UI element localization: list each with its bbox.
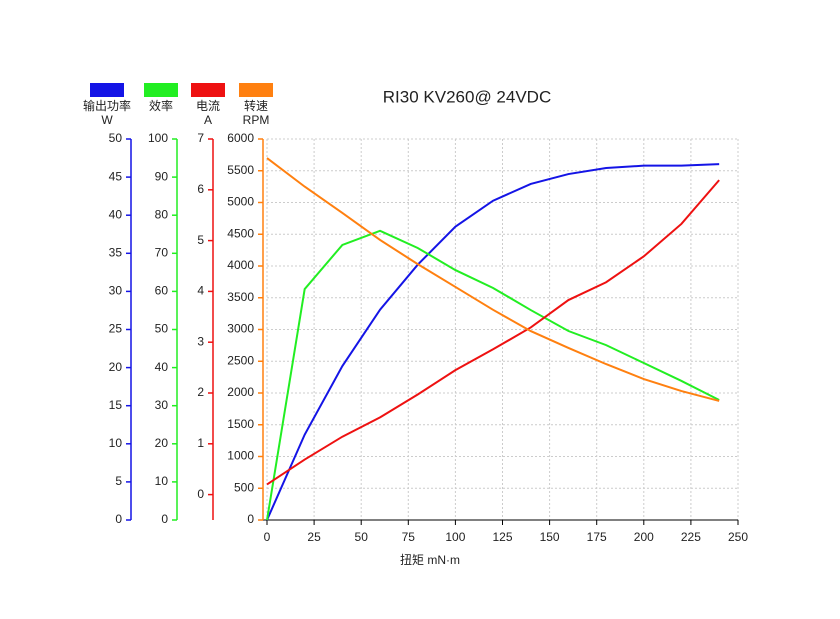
x-tick-label: 175: [587, 530, 607, 544]
y-tick-label: 70: [155, 245, 169, 259]
y-tick-label: 10: [109, 436, 123, 450]
chart-title: RI30 KV260@ 24VDC: [383, 87, 551, 106]
legend-unit: RPM: [243, 113, 270, 127]
y-tick-label: 30: [155, 398, 169, 412]
legend-label: 效率: [149, 98, 173, 113]
y-tick-label: 15: [109, 398, 123, 412]
y-tick-label: 50: [155, 322, 169, 336]
y-tick-label: 4500: [227, 226, 254, 240]
x-tick-label: 125: [492, 530, 512, 544]
y-tick-label: 1: [197, 436, 204, 450]
y-tick-label: 3: [197, 334, 204, 348]
x-tick-label: 250: [728, 530, 748, 544]
legend-label: 转速: [244, 98, 268, 113]
series-line: [266, 157, 720, 402]
series-line: [266, 163, 720, 521]
y-tick-label: 20: [155, 436, 169, 450]
y-tick-label: 100: [148, 131, 168, 145]
y-tick-label: 90: [155, 169, 169, 183]
y-tick-label: 2500: [227, 353, 254, 367]
x-tick-label: 100: [445, 530, 465, 544]
y-tick-label: 80: [155, 207, 169, 221]
x-tick-label: 50: [355, 530, 369, 544]
y-tick-label: 6000: [227, 131, 254, 145]
y-tick-label: 2: [197, 385, 204, 399]
y-tick-label: 5500: [227, 163, 254, 177]
y-tick-label: 1000: [227, 449, 254, 463]
y-tick-label: 3500: [227, 290, 254, 304]
y-tick-label: 35: [109, 245, 123, 259]
legend-label: 电流: [196, 99, 220, 113]
y-tick-label: 5: [115, 474, 122, 488]
x-axis-label: 扭矩 mN·m: [400, 553, 460, 567]
y-tick-label: 500: [234, 480, 254, 494]
x-tick-label: 225: [681, 530, 701, 544]
y-tick-label: 50: [109, 131, 123, 145]
x-tick-label: 75: [402, 530, 416, 544]
y-tick-label: 0: [197, 487, 204, 501]
legend-label: 输出功率: [83, 98, 131, 113]
y-tick-label: 4: [197, 284, 204, 298]
y-tick-label: 4000: [227, 258, 254, 272]
y-tick-label: 5: [197, 233, 204, 247]
y-tick-label: 40: [155, 360, 169, 374]
y-tick-label: 25: [109, 322, 123, 336]
y-tick-label: 60: [155, 284, 169, 298]
legend-swatch: [239, 83, 273, 97]
legend-unit: A: [204, 113, 212, 127]
y-tick-label: 5000: [227, 195, 254, 209]
y-tick-label: 40: [109, 207, 123, 221]
y-tick-label: 2000: [227, 385, 254, 399]
y-tick-label: 45: [109, 169, 123, 183]
y-tick-label: 20: [109, 360, 123, 374]
y-tick-label: 1500: [227, 417, 254, 431]
legend-unit: W: [101, 113, 113, 127]
x-tick-label: 0: [264, 530, 271, 544]
y-tick-label: 7: [197, 131, 204, 145]
y-tick-label: 0: [247, 512, 254, 526]
x-tick-label: 150: [540, 530, 560, 544]
legend-swatch: [90, 83, 124, 97]
legend-swatch: [191, 83, 225, 97]
y-tick-label: 30: [109, 284, 123, 298]
y-tick-label: 10: [155, 474, 169, 488]
legend-swatch: [144, 83, 178, 97]
y-tick-label: 0: [161, 512, 168, 526]
y-tick-label: 0: [115, 512, 122, 526]
x-tick-label: 25: [307, 530, 321, 544]
series-line: [266, 179, 720, 486]
series-line: [266, 229, 720, 521]
y-tick-label: 3000: [227, 322, 254, 336]
x-tick-label: 200: [634, 530, 654, 544]
y-tick-label: 6: [197, 182, 204, 196]
